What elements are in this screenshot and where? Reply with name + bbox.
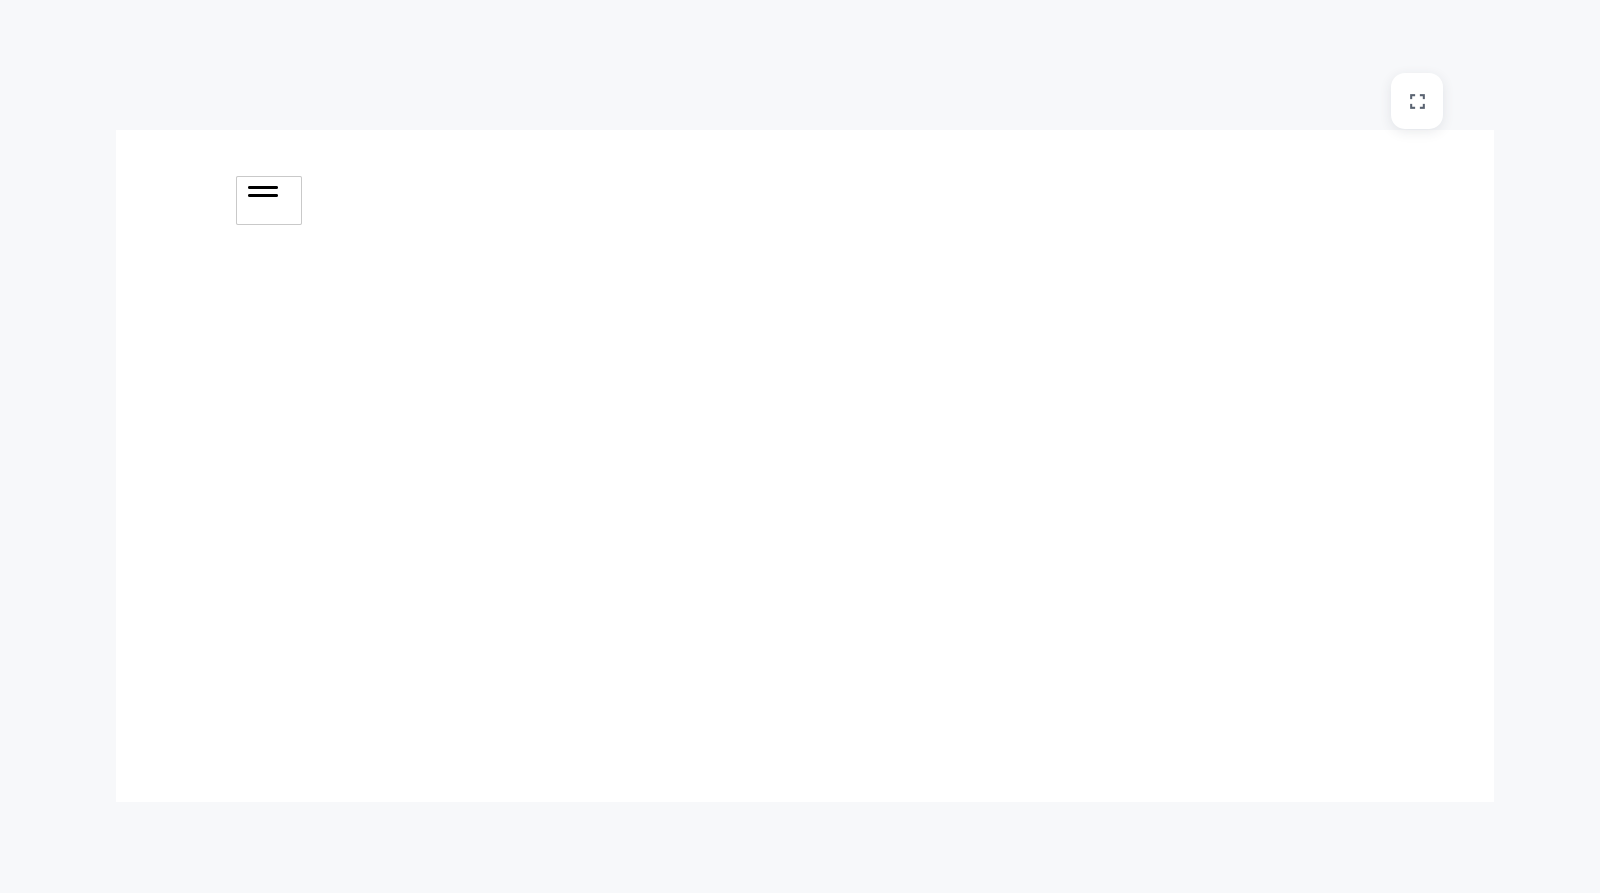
legend-item-predicted	[248, 194, 288, 197]
chart-figure-background	[116, 130, 1494, 802]
expand-corners-icon	[1408, 92, 1427, 111]
legend-item-historical	[248, 186, 288, 189]
confidence-band-swatch	[248, 202, 278, 216]
predicted-line-swatch	[248, 194, 278, 197]
chart-legend	[236, 176, 302, 225]
historical-line-swatch	[248, 186, 278, 189]
fullscreen-button[interactable]	[1391, 73, 1443, 129]
legend-item-confidence	[248, 202, 288, 216]
